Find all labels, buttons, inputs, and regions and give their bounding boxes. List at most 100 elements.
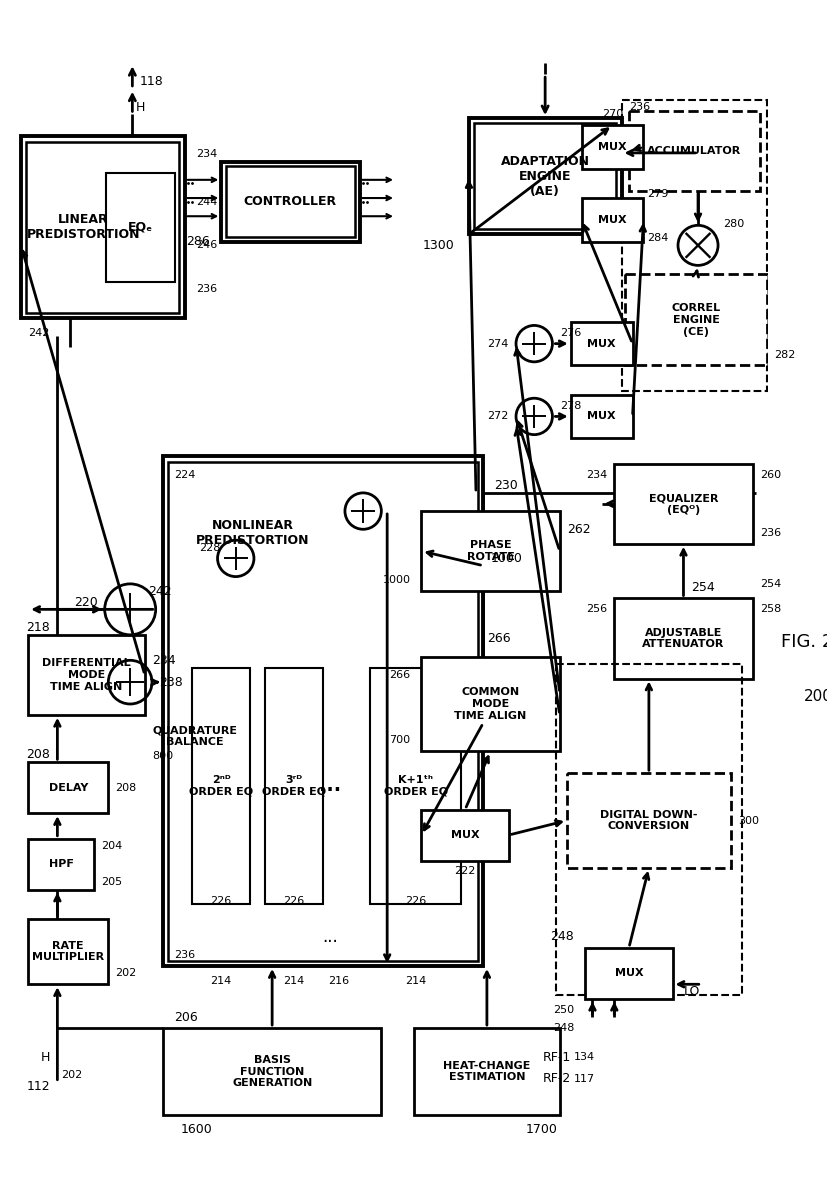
Text: MUX: MUX [598, 143, 626, 152]
Text: 112: 112 [26, 1079, 50, 1093]
Text: 1700: 1700 [525, 1124, 557, 1137]
Text: 260: 260 [759, 470, 781, 479]
Text: RF-2: RF-2 [542, 1072, 571, 1085]
Bar [28, 839, 93, 890]
Text: 3ʳᴰ
ORDER EQ: 3ʳᴰ ORDER EQ [261, 775, 326, 797]
Text: 256: 256 [586, 604, 607, 615]
Text: EQₑ: EQₑ [128, 220, 153, 234]
Bar [106, 173, 174, 282]
Text: 280: 280 [723, 218, 744, 229]
Text: ACCUMULATOR: ACCUMULATOR [647, 146, 741, 156]
Text: QUADRATURE
BALANCE: QUADRATURE BALANCE [152, 726, 237, 748]
Text: DELAY: DELAY [49, 782, 88, 793]
Bar [614, 464, 752, 544]
Text: 1300: 1300 [422, 238, 454, 252]
Bar [556, 664, 741, 996]
Text: 134: 134 [574, 1052, 595, 1063]
Text: 214: 214 [405, 975, 426, 986]
Text: MUX: MUX [598, 214, 626, 225]
Text: 254: 254 [759, 579, 781, 589]
Text: 276: 276 [559, 328, 581, 338]
Bar [226, 167, 355, 237]
Bar [221, 162, 359, 242]
Bar [168, 462, 477, 961]
Bar [421, 810, 509, 860]
Text: 226: 226 [405, 896, 426, 906]
Bar [571, 322, 632, 365]
Bar [370, 667, 461, 904]
Text: 200: 200 [803, 689, 827, 704]
Text: 202: 202 [61, 1070, 82, 1081]
Text: ...: ... [319, 776, 342, 795]
Text: 286: 286 [186, 235, 210, 248]
Text: 236: 236 [629, 102, 649, 113]
Text: 206: 206 [174, 1011, 198, 1023]
Text: 236: 236 [174, 950, 195, 960]
Text: 250: 250 [552, 1005, 574, 1015]
Bar [474, 123, 616, 229]
Text: 214: 214 [283, 975, 304, 986]
Bar [414, 1028, 559, 1115]
Text: COMMON
MODE
TIME ALIGN: COMMON MODE TIME ALIGN [454, 688, 526, 721]
Bar [421, 512, 559, 591]
Bar [566, 773, 730, 867]
Text: RATE
MULTIPLIER: RATE MULTIPLIER [32, 940, 104, 962]
Text: DIGITAL DOWN-
CONVERSION: DIGITAL DOWN- CONVERSION [600, 810, 697, 831]
Text: 202: 202 [116, 968, 136, 979]
Text: 226: 226 [210, 896, 232, 906]
Text: 118: 118 [140, 75, 163, 89]
Text: 222: 222 [454, 866, 476, 877]
Text: 278: 278 [559, 400, 581, 411]
Text: 1600: 1600 [181, 1124, 213, 1137]
Text: 218: 218 [26, 621, 50, 634]
Text: H: H [136, 101, 146, 114]
Text: LO: LO [683, 985, 700, 998]
Text: MUX: MUX [587, 339, 615, 349]
Text: 226: 226 [283, 896, 304, 906]
Bar [163, 456, 483, 966]
Bar [571, 394, 632, 438]
Bar [581, 126, 643, 169]
Text: 228: 228 [199, 543, 221, 552]
Text: K+1ᵗʰ
ORDER EQ: K+1ᵗʰ ORDER EQ [384, 775, 447, 797]
Text: MUX: MUX [614, 968, 643, 979]
Text: 238: 238 [159, 676, 183, 689]
Text: 258: 258 [759, 604, 781, 615]
Text: 204: 204 [101, 841, 122, 851]
Text: MUX: MUX [587, 411, 615, 422]
Bar [192, 667, 250, 904]
Text: 242: 242 [148, 585, 172, 598]
Text: 236: 236 [195, 284, 217, 294]
Text: LINEAR
PREDISTORTION: LINEAR PREDISTORTION [26, 213, 140, 241]
Text: ADJUSTABLE
ATTENUATOR: ADJUSTABLE ATTENUATOR [642, 628, 724, 649]
Text: CONTROLLER: CONTROLLER [244, 195, 337, 208]
Bar [629, 110, 759, 190]
Text: 230: 230 [494, 479, 518, 492]
Bar [28, 762, 108, 813]
Text: 262: 262 [566, 522, 590, 536]
Bar [421, 657, 559, 751]
Text: 117: 117 [574, 1073, 595, 1084]
Text: 254: 254 [691, 581, 714, 594]
Text: MUX: MUX [451, 830, 479, 840]
Text: 248: 248 [550, 931, 574, 944]
Text: 270: 270 [601, 109, 623, 120]
Text: 208: 208 [26, 749, 50, 762]
Text: 266: 266 [389, 670, 410, 680]
Bar [468, 117, 621, 235]
Text: BASIS
FUNCTION
GENERATION: BASIS FUNCTION GENERATION [232, 1055, 312, 1088]
Text: 234: 234 [195, 150, 217, 159]
Bar [28, 635, 145, 715]
Bar [21, 137, 184, 319]
Bar [585, 948, 672, 999]
Text: 214: 214 [210, 975, 232, 986]
Text: 1000: 1000 [382, 575, 410, 586]
Text: 244: 244 [195, 196, 217, 207]
Text: ...: ... [323, 928, 338, 946]
Bar [614, 599, 752, 678]
Text: 224: 224 [174, 470, 195, 479]
Text: 2ⁿᴰ
ORDER EQ: 2ⁿᴰ ORDER EQ [189, 775, 253, 797]
Text: 266: 266 [486, 633, 510, 645]
Bar [163, 1028, 381, 1115]
Text: PHASE
ROTATE: PHASE ROTATE [466, 540, 514, 562]
